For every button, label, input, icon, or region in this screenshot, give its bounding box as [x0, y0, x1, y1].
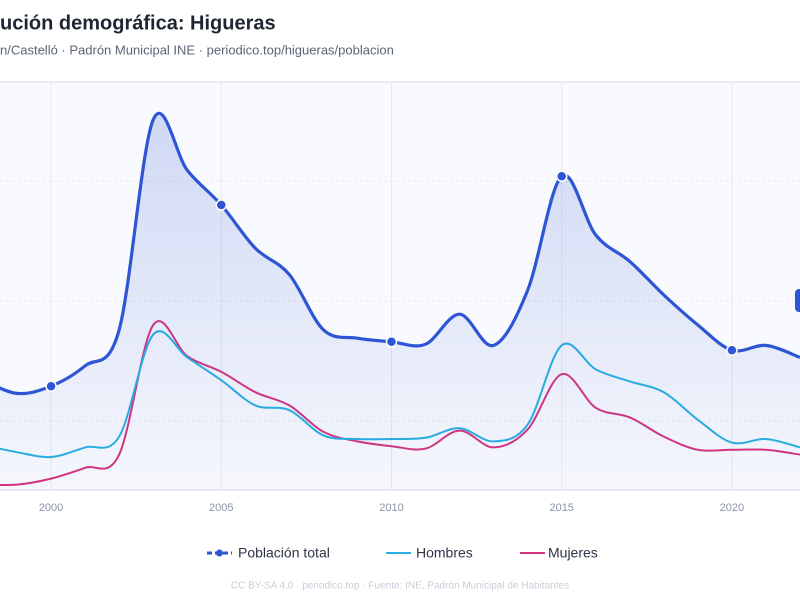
footer: CC BY-SA 4.0 · periodico.top · Fuente: I…	[231, 581, 569, 592]
tooltip-tag	[795, 289, 800, 312]
series-line	[0, 111, 800, 396]
legend-label: Población total	[238, 545, 330, 561]
x-tick-label: 2015	[549, 502, 573, 514]
point-marker	[215, 199, 228, 211]
point-marker	[726, 344, 738, 356]
plot	[0, 111, 800, 490]
point-marker	[45, 380, 57, 392]
legend-label: Hombres	[416, 545, 473, 561]
x-tick-label: 2010	[379, 502, 403, 514]
legend-item: Población total	[207, 545, 330, 561]
x-tick-label: 2005	[209, 502, 233, 514]
point-marker	[385, 336, 398, 348]
chart-subtitle: n/Castelló · Padrón Municipal INE · peri…	[0, 42, 394, 57]
point-marker	[555, 170, 568, 182]
x-tick-label: 2020	[720, 502, 744, 514]
legend-label: Mujeres	[548, 545, 598, 561]
chart-title: ución demográfica: Higueras	[0, 12, 276, 34]
area-fill	[0, 113, 800, 490]
x-tick-label: 2000	[39, 502, 63, 514]
x-axis-labels: 2000 2005 2010 2015 2020	[39, 502, 744, 514]
legend-item: Mujeres	[520, 545, 598, 561]
legend-item: Hombres	[386, 545, 473, 561]
legend-marker	[216, 549, 223, 557]
legend: Población total Hombres Mujeres	[207, 545, 598, 561]
